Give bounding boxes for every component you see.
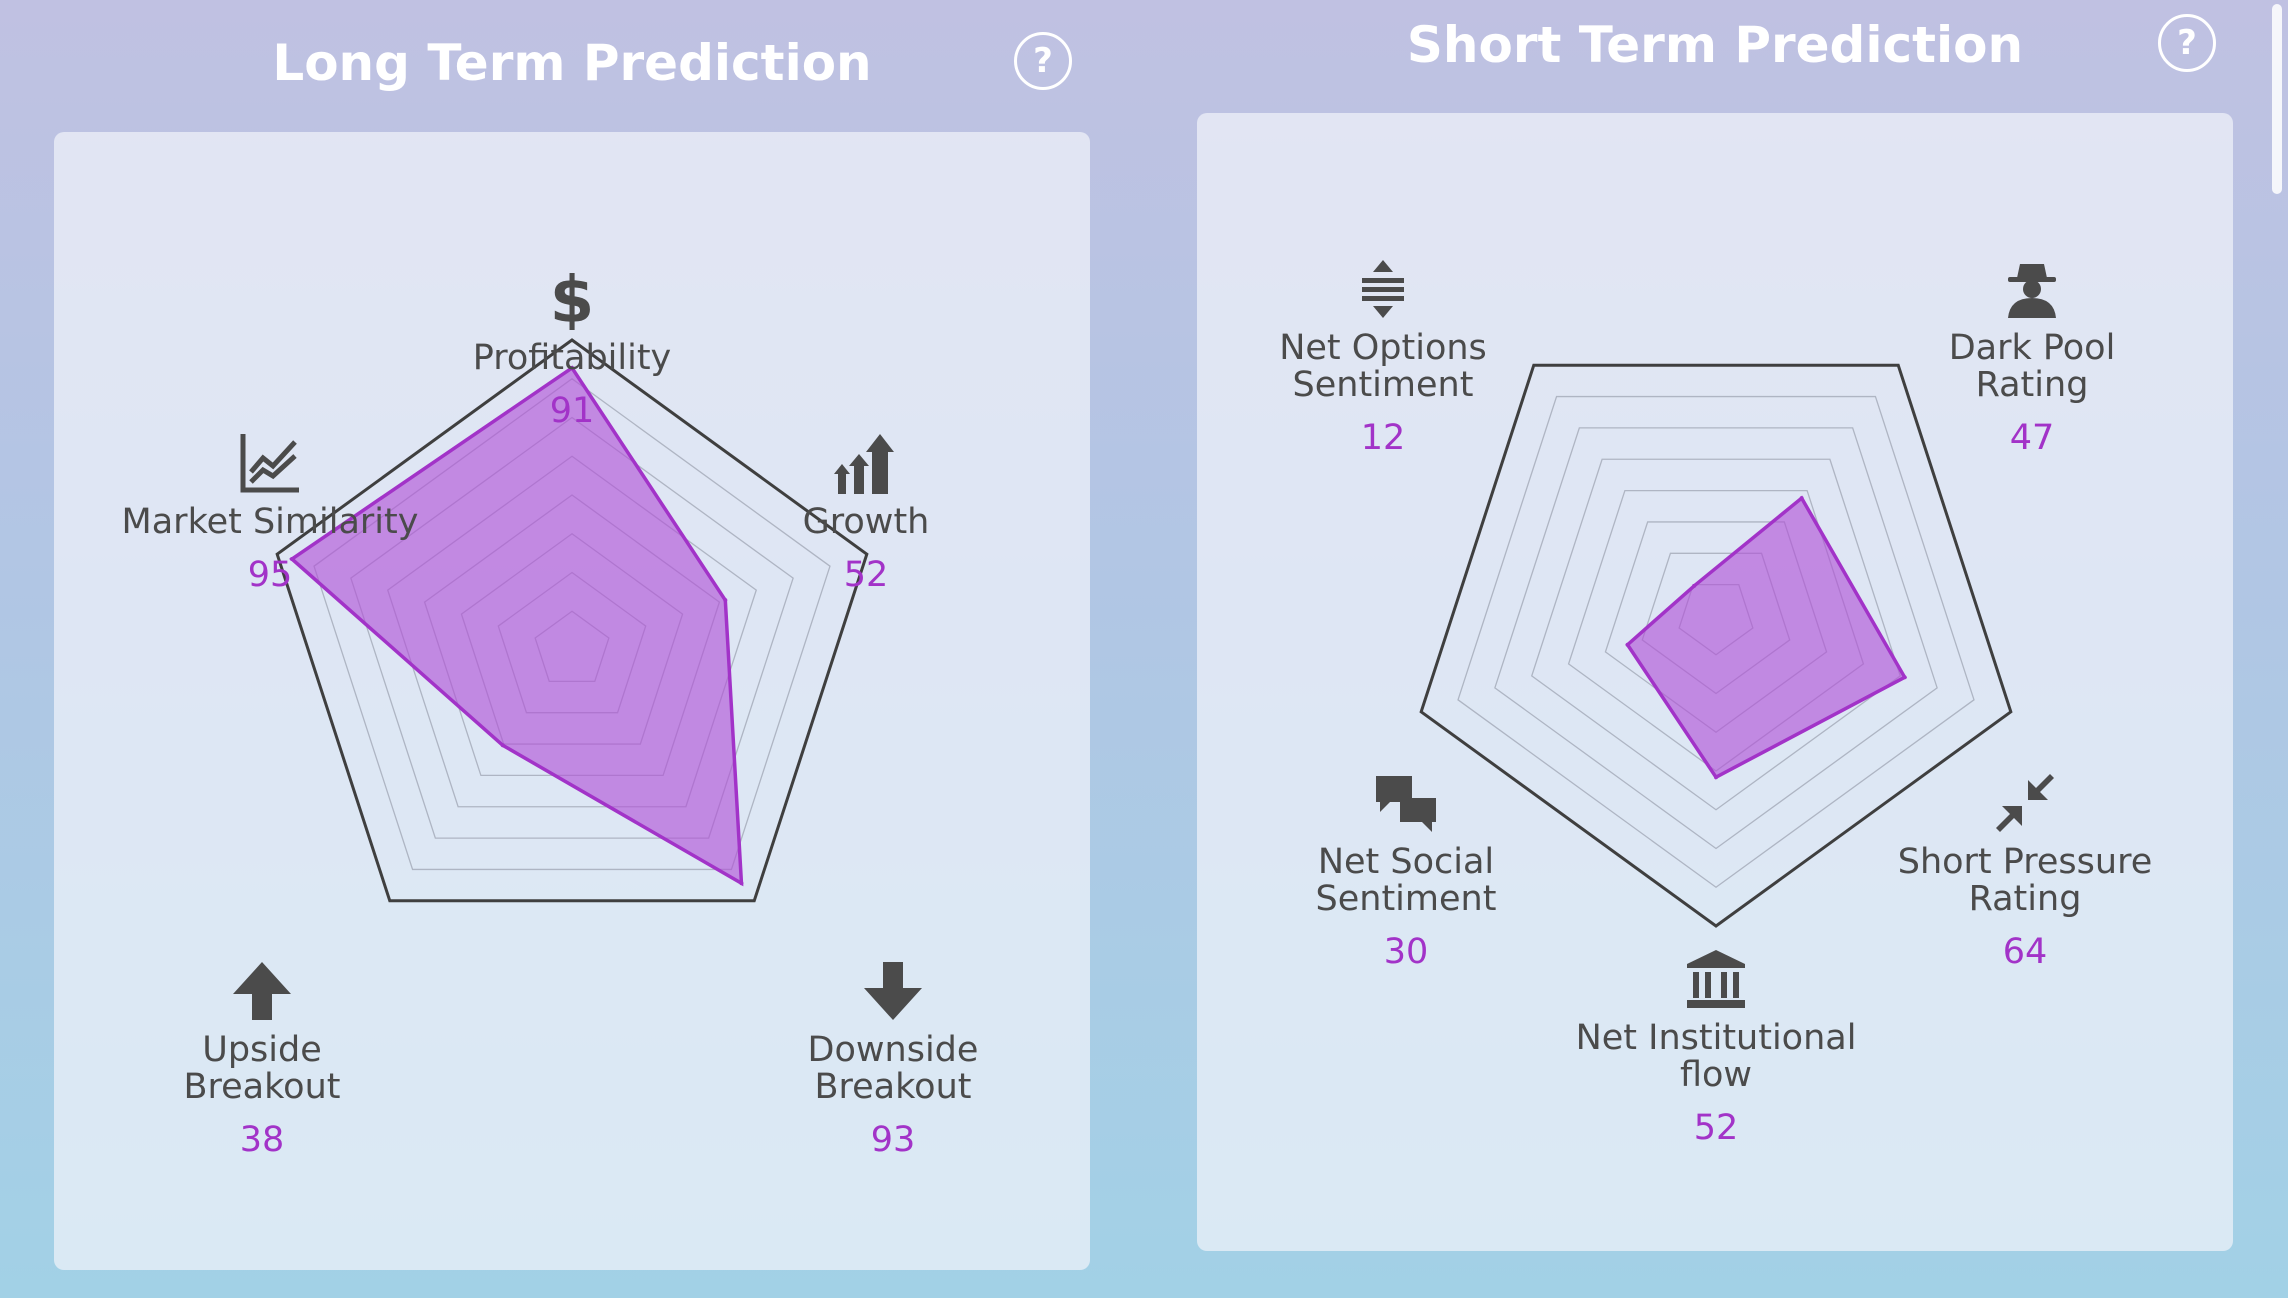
short-axis-value: 12: [1360, 418, 1406, 458]
short-axis-value: 52: [1693, 1108, 1739, 1148]
short-data-polygon: [1625, 495, 1908, 780]
short-axis-value: 64: [2002, 932, 2048, 972]
long-point-growth: [723, 598, 728, 603]
short-point-net-social-sentiment: [1625, 642, 1630, 647]
short-axis-dark-pool-rating: Dark Pool Rating 47: [1852, 258, 2212, 457]
long-axis-label: Growth: [802, 502, 930, 542]
long-axis-value: 93: [870, 1120, 916, 1160]
short-point-net-options-sentiment: [1692, 583, 1697, 588]
long-point-upside-breakout: [500, 743, 505, 748]
long-axis-profitability: $ Profitability 91: [392, 268, 752, 430]
short-axis-value: 47: [2009, 418, 2055, 458]
vertical-arrows-icon: [1203, 258, 1563, 324]
scrollbar[interactable]: [2272, 4, 2282, 194]
short-axis-label: Dark Pool Rating: [1948, 328, 2116, 405]
long-axis-upside-breakout: Upside Breakout 38: [82, 960, 442, 1159]
long-axis-growth: Growth 52: [686, 432, 1046, 594]
long-term-help-button[interactable]: ?: [1014, 32, 1072, 90]
short-axis-label: Net Options Sentiment: [1279, 328, 1487, 405]
up-arrow-icon: [82, 960, 442, 1026]
short-axis-value: 30: [1383, 932, 1429, 972]
long-point-market-similarity: [289, 556, 294, 561]
short-term-title: Short Term Prediction: [1406, 16, 2024, 74]
dollar-icon: $: [392, 268, 752, 334]
long-axis-value: 95: [247, 555, 293, 595]
long-axis-market-similarity: Market Similarity 95: [90, 432, 450, 594]
spy-icon: [1852, 258, 2212, 324]
long-axis-label: Profitability: [472, 338, 672, 378]
short-point-dark-pool-rating: [1799, 496, 1804, 501]
long-axis-value: 38: [239, 1120, 285, 1160]
short-axis-net-institutional-flow: Net Institutional flow 52: [1536, 948, 1896, 1147]
long-axis-label: Market Similarity: [121, 502, 419, 542]
short-axis-label: Short Pressure Rating: [1897, 842, 2153, 919]
compress-arrows-icon: [1845, 772, 2205, 838]
long-point-downside-breakout: [739, 881, 744, 886]
long-axis-label: Downside Breakout: [807, 1030, 979, 1107]
down-arrow-icon: [713, 960, 1073, 1026]
long-radar-chart: [275, 338, 869, 903]
long-radar-frame: [275, 338, 869, 903]
short-axis-net-social-sentiment: Net Social Sentiment 30: [1226, 772, 1586, 971]
short-radar-chart: [1419, 363, 2013, 928]
long-axis-value: 52: [843, 555, 889, 595]
long-axis-label: Upside Breakout: [183, 1030, 341, 1107]
short-axis-label: Net Social Sentiment: [1315, 842, 1497, 919]
chat-bubbles-icon: [1226, 772, 1586, 838]
long-term-title: Long Term Prediction: [272, 34, 872, 92]
line-chart-icon: [90, 432, 450, 498]
short-grid-ring: [1494, 427, 1938, 850]
growth-arrows-icon: [686, 432, 1046, 498]
long-axis-downside-breakout: Downside Breakout 93: [713, 960, 1073, 1159]
short-point-net-institutional-flow: [1714, 775, 1718, 780]
short-grid-ring: [1530, 458, 1902, 811]
short-grid-ring: [1457, 395, 1975, 889]
bank-icon: [1536, 948, 1896, 1014]
long-point-profitability: [570, 365, 574, 370]
svg-text:$: $: [550, 268, 595, 330]
long-data-polygon: [289, 365, 744, 887]
long-axis-value: 91: [549, 391, 595, 431]
short-axis-net-options-sentiment: Net Options Sentiment 12: [1203, 258, 1563, 457]
short-axis-short-pressure-rating: Short Pressure Rating 64: [1845, 772, 2205, 971]
short-term-help-button[interactable]: ?: [2158, 14, 2216, 72]
short-radar-frame: [1419, 363, 2013, 928]
short-point-short-pressure-rating: [1902, 675, 1907, 680]
short-axis-label: Net Institutional flow: [1575, 1018, 1857, 1095]
